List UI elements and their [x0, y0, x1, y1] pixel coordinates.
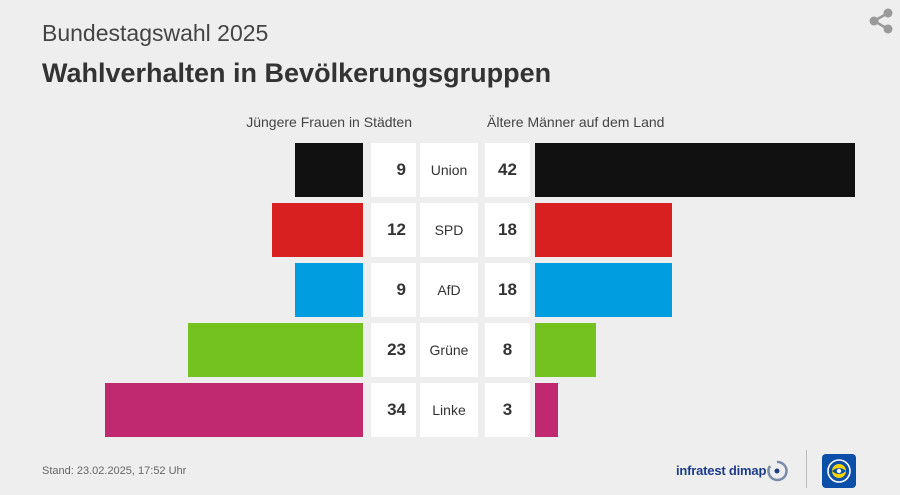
- series-label-left: Jüngere Frauen in Städten: [246, 114, 412, 130]
- category-label-union: Union: [420, 143, 478, 197]
- chart-overline: Bundestagswahl 2025: [42, 20, 269, 46]
- value-left-union: 9: [371, 143, 416, 197]
- share-icon[interactable]: [866, 6, 896, 36]
- bar-left-linke: [104, 383, 363, 437]
- bar-right-spd: [535, 203, 673, 257]
- category-label-spd: SPD: [420, 203, 478, 257]
- category-label-linke: Linke: [420, 383, 478, 437]
- value-left-linke: 34: [371, 383, 416, 437]
- value-right-gr-ne: 8: [485, 323, 530, 377]
- category-label-afd: AfD: [420, 263, 478, 317]
- bar-right-gr-ne: [535, 323, 596, 377]
- chart-title: Wahlverhalten in Bevölkerungsgruppen: [42, 58, 552, 88]
- bar-left-gr-ne: [188, 323, 363, 377]
- value-left-spd: 12: [371, 203, 416, 257]
- value-right-spd: 18: [485, 203, 530, 257]
- value-right-linke: 3: [485, 383, 530, 437]
- bar-right-afd: [535, 263, 673, 317]
- bar-left-union: [294, 143, 363, 197]
- ard-logo-icon: [822, 454, 856, 488]
- stand-timestamp: Stand: 23.02.2025, 17:52 Uhr: [42, 465, 187, 477]
- value-left-afd: 9: [371, 263, 416, 317]
- bar-left-afd: [294, 263, 363, 317]
- series-label-right: Ältere Männer auf dem Land: [487, 114, 665, 130]
- category-label-gr-ne: Grüne: [420, 323, 478, 377]
- value-right-union: 42: [485, 143, 530, 197]
- bar-right-union: [535, 143, 856, 197]
- bar-right-linke: [535, 383, 558, 437]
- value-left-gr-ne: 23: [371, 323, 416, 377]
- footer-divider: [806, 450, 807, 488]
- infratest-dimap-logo-icon: [767, 460, 788, 482]
- value-right-afd: 18: [485, 263, 530, 317]
- bar-left-spd: [271, 203, 363, 257]
- source-label: infratest dimap: [676, 463, 767, 478]
